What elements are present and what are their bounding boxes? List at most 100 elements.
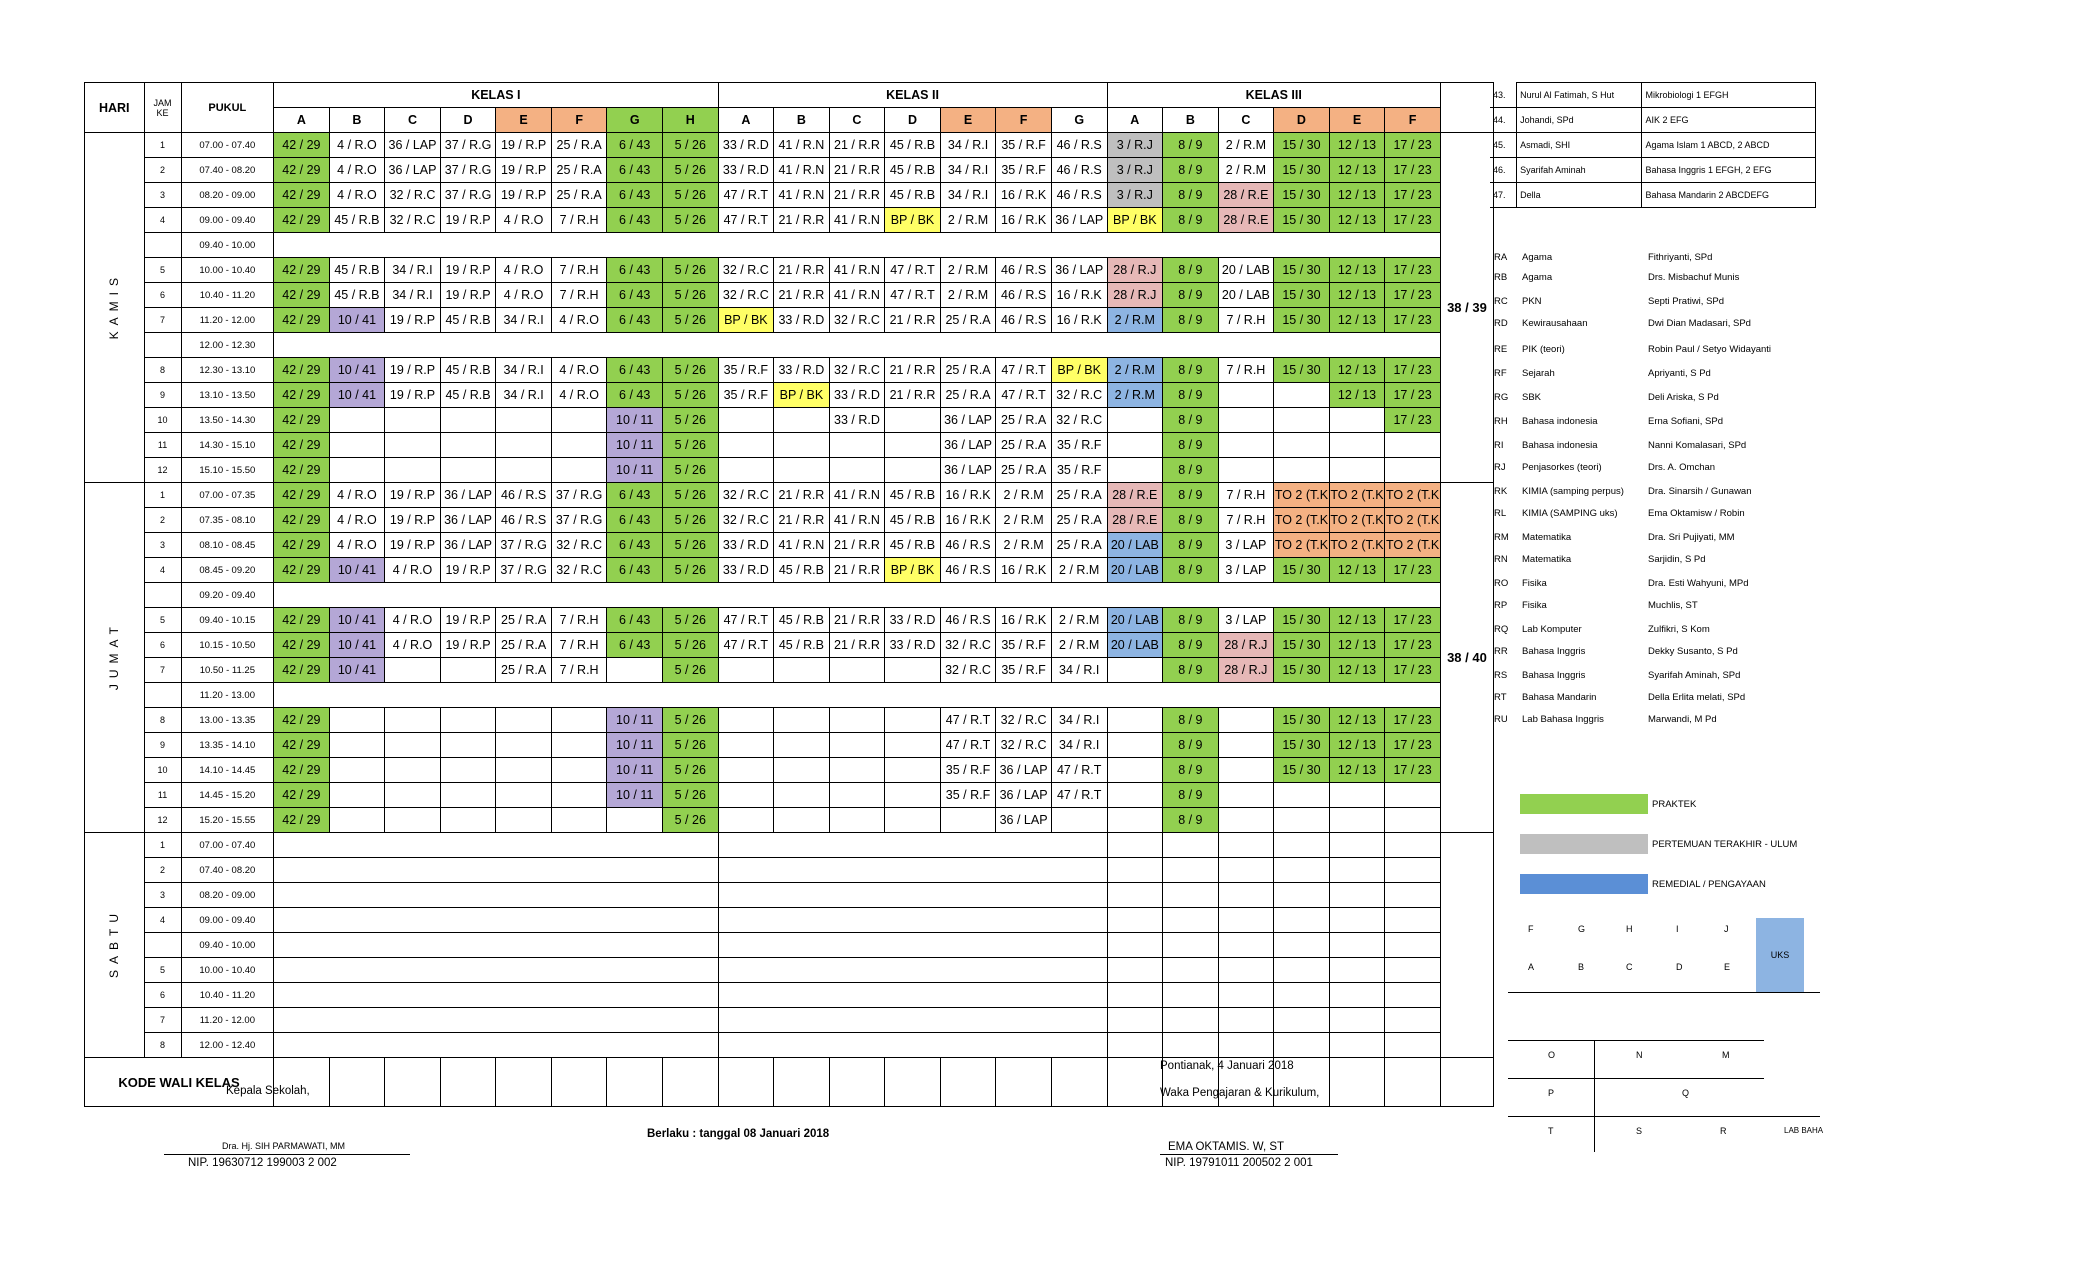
schedule-cell: 25 / R.A	[939, 357, 997, 383]
room-subject: PIK (teori)	[1522, 344, 1565, 355]
schedule-cell: 17 / 23	[1384, 382, 1441, 408]
sabtu-kelas-3-cell	[1162, 982, 1219, 1008]
schedule-cell: 5 / 26	[661, 182, 719, 208]
schedule-cell: 17 / 23	[1384, 132, 1441, 158]
schedule-cell: 6 / 43	[606, 382, 663, 408]
pukul-header: PUKUL	[180, 82, 275, 133]
room-code: RL	[1494, 508, 1507, 519]
schedule-cell: 12 / 13	[1328, 707, 1386, 733]
schedule-cell: 20 / LAB	[1217, 282, 1275, 308]
jam-ke-cell: 3	[143, 532, 182, 558]
sabtu-kelas-3-cell	[1217, 1007, 1275, 1033]
kelas-3-sub-a: A	[1106, 107, 1164, 133]
sabtu-kelas-3-cell	[1162, 907, 1219, 933]
schedule-cell: 36 / LAP	[439, 532, 497, 558]
pukul-cell: 08.10 - 08.45	[180, 532, 275, 558]
kode-wali-cell	[550, 1057, 608, 1107]
schedule-cell: 21 / R.R	[773, 257, 830, 283]
sabtu-kelas-3-cell	[1328, 932, 1386, 958]
schedule-cell: 21 / R.R	[884, 357, 941, 383]
schedule-cell: 8 / 9	[1162, 507, 1219, 533]
schedule-cell: 28 / R.E	[1217, 182, 1275, 208]
teacher-subject: Agama Islam 1 ABCD, 2 ABCD	[1641, 132, 1816, 158]
schedule-cell: 10 / 11	[606, 457, 663, 483]
hari-header: HARI	[84, 82, 145, 133]
jam-ke-cell: 2	[143, 157, 182, 183]
schedule-cell: 10 / 41	[328, 657, 386, 683]
pukul-cell: 13.50 - 14.30	[180, 407, 275, 433]
room-teacher: Fithriyanti, SPd	[1648, 252, 1713, 263]
schedule-cell: 42 / 29	[273, 257, 330, 283]
schedule-cell: 41 / R.N	[828, 282, 886, 308]
schedule-cell: 45 / R.B	[439, 357, 497, 383]
kelas-1-sub-f: F	[550, 107, 608, 133]
room-subject: Bahasa indonesia	[1522, 416, 1598, 427]
schedule-row: 2 07.35 - 08.10 42 / 29 4 / R.O 19 / R.P 36 /…	[85, 507, 1494, 533]
schedule-cell: TO 2 (T.K	[1328, 507, 1386, 533]
schedule-cell: 16 / R.K	[995, 607, 1052, 633]
schedule-cell: 37 / R.G	[439, 132, 497, 158]
schedule-cell: 12 / 13	[1328, 732, 1386, 758]
schedule-cell: 4 / R.O	[550, 357, 608, 383]
schedule-cell: BP / BK	[884, 557, 941, 583]
room-subject: Agama	[1522, 252, 1553, 263]
sabtu-kelas-3-cell	[1106, 1032, 1164, 1058]
room-teacher: Drs. A. Omchan	[1648, 462, 1716, 473]
schedule-cell: 28 / R.J	[1106, 257, 1164, 283]
sabtu-kelas-3-cell	[1328, 957, 1386, 983]
sabtu-kelas-3-cell	[1106, 907, 1164, 933]
schedule-cell: 28 / R.J	[1217, 657, 1275, 683]
sabtu-kelas-3-cell	[1328, 982, 1386, 1008]
room-grid-top: G	[1578, 924, 1586, 934]
room-teacher: Apriyanti, S Pd	[1648, 368, 1711, 379]
teacher-name: Syarifah Aminah	[1516, 157, 1643, 183]
schedule-cell	[1106, 782, 1164, 808]
schedule-cell: 41 / R.N	[773, 132, 830, 158]
jam-ke-cell: 8	[143, 1032, 182, 1058]
sabtu-kelas-3-cell	[1217, 932, 1275, 958]
schedule-cell: 34 / R.I	[495, 307, 552, 333]
berlaku-text: Berlaku : tanggal 08 Januari 2018	[647, 1128, 830, 1140]
schedule-cell: 46 / R.S	[995, 307, 1052, 333]
jam-ke-cell: 4	[143, 207, 182, 233]
kelas-1-sub-h: H	[661, 107, 719, 133]
kelas-1-sub-b: B	[328, 107, 386, 133]
pukul-cell: 10.00 - 10.40	[180, 257, 275, 283]
schedule-cell	[384, 782, 441, 808]
pukul-cell: 13.00 - 13.35	[180, 707, 275, 733]
room-grid-bottom: B	[1578, 962, 1585, 972]
sabtu-kelas-3-cell	[1384, 882, 1441, 908]
schedule-cell	[1050, 807, 1108, 833]
schedule-cell: 47 / R.T	[995, 357, 1052, 383]
kode-wali-cell	[495, 1057, 552, 1107]
legend-swatch	[1520, 834, 1648, 854]
schedule-cell: 25 / R.A	[495, 632, 552, 658]
sabtu-kelas-3-cell	[1384, 907, 1441, 933]
schedule-cell: 42 / 29	[273, 307, 330, 333]
teacher-row: 45. Asmadi, SHI Agama Islam 1 ABCD, 2 ABCD	[1490, 132, 1816, 158]
schedule-cell: 12 / 13	[1328, 632, 1386, 658]
schedule-cell: 12 / 13	[1328, 557, 1386, 583]
schedule-cell: 5 / 26	[661, 632, 719, 658]
schedule-cell: 21 / R.R	[828, 132, 886, 158]
schedule-cell: 28 / R.E	[1106, 507, 1164, 533]
schedule-cell	[828, 657, 886, 683]
schedule-cell: 41 / R.N	[828, 482, 886, 508]
schedule-cell: 4 / R.O	[550, 307, 608, 333]
kelas-1-sub-a: A	[273, 107, 330, 133]
schedule-cell: 8 / 9	[1162, 532, 1219, 558]
kelas-1-sub-d: D	[439, 107, 497, 133]
sabtu-kelas-3-cell	[1328, 907, 1386, 933]
schedule-cell: 6 / 43	[606, 182, 663, 208]
schedule-cell: 45 / R.B	[773, 632, 830, 658]
schedule-row: 5 10.00 - 10.40	[85, 957, 1494, 983]
schedule-row: 5 10.00 - 10.40 42 / 29 45 / R.B 34 / R.I 19 …	[85, 257, 1494, 283]
jam-ke-cell	[143, 582, 182, 608]
schedule-cell: 15 / 30	[1273, 707, 1330, 733]
schedule-cell: 47 / R.T	[717, 207, 775, 233]
room-subject: Bahasa Inggris	[1522, 646, 1586, 657]
schedule-cell: 35 / R.F	[1050, 432, 1108, 458]
schedule-cell: 2 / R.M	[1217, 132, 1275, 158]
schedule-cell: 5 / 26	[661, 782, 719, 808]
schedule-cell: 10 / 41	[328, 632, 386, 658]
